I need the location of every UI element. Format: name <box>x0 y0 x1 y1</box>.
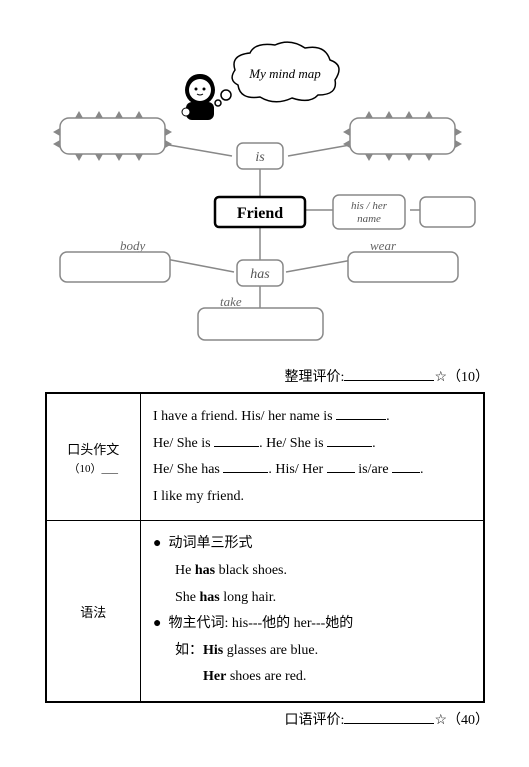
top-left-box <box>53 111 172 161</box>
blank-has[interactable] <box>223 461 268 473</box>
svg-text:name: name <box>357 213 381 225</box>
eval2-blank[interactable] <box>344 712 434 724</box>
blank-hisher[interactable] <box>327 461 355 473</box>
main-table: 口头作文 （10）___ I have a friend. His/ her n… <box>45 392 485 703</box>
top-right-box <box>343 111 462 161</box>
svg-text:his / her: his / her <box>351 200 388 212</box>
wear-label: wear <box>370 238 397 253</box>
eval1-blank[interactable] <box>344 369 434 381</box>
is-label: is <box>255 150 265 165</box>
has-label: has <box>250 267 270 282</box>
eval2-label: 口语评价: <box>285 713 345 728</box>
blank-name[interactable] <box>336 408 386 420</box>
center-label: Friend <box>237 205 283 222</box>
mindmap-area: My mind map is Friend his / her name has… <box>0 0 529 360</box>
row1-left-label: 口头作文 <box>67 442 119 457</box>
blank-isare[interactable] <box>392 461 420 473</box>
row1-left-score: （10）___ <box>59 460 129 476</box>
blank-is2[interactable] <box>327 435 372 447</box>
eval2-star: ☆（40） <box>434 713 489 728</box>
eval1-label: 整理评价: <box>285 370 345 385</box>
row2-content: ● 动词单三形式 He has black shoes. She has lon… <box>141 521 484 702</box>
character-icon <box>182 74 215 120</box>
eval-line-1: 整理评价: ☆（10） <box>0 366 529 386</box>
eval-line-2: 口语评价: ☆（40） <box>0 709 529 729</box>
blank-is1[interactable] <box>214 435 259 447</box>
body-label: body <box>120 238 146 253</box>
eval1-star: ☆（10） <box>434 370 489 385</box>
take-label: take <box>220 294 242 309</box>
mindmap-title: My mind map <box>248 66 321 81</box>
row2-left: 语法 <box>46 521 141 702</box>
row1-left: 口头作文 （10）___ <box>46 393 141 521</box>
row1-content: I have a friend. His/ her name is . He/ … <box>141 393 484 521</box>
